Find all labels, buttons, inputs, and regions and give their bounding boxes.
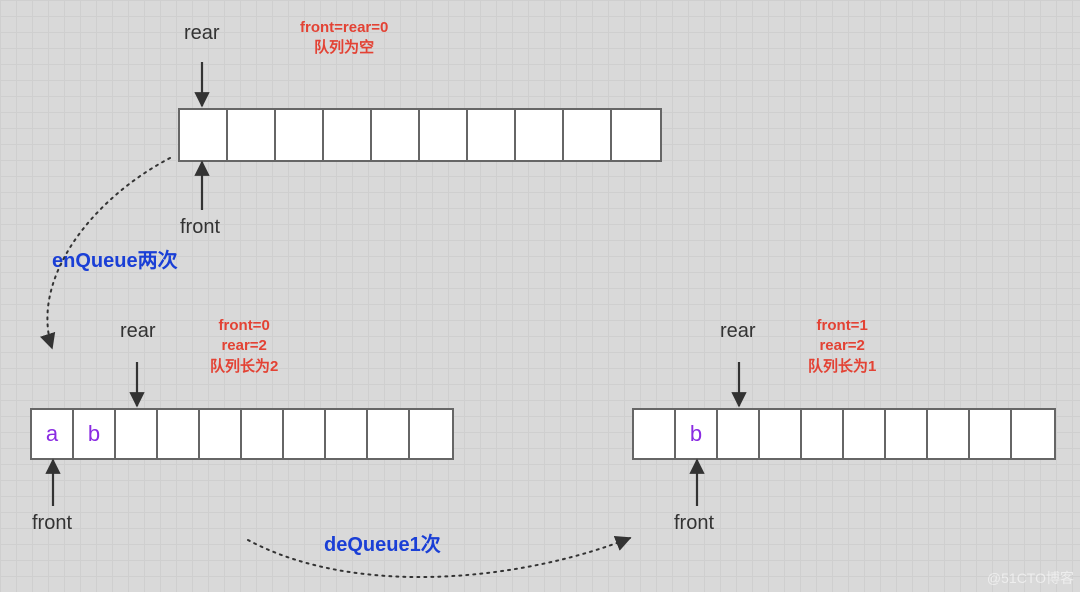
queue-cell — [368, 410, 410, 458]
queue-cell: b — [676, 410, 718, 458]
queue-cell — [886, 410, 928, 458]
queue-cell — [410, 410, 452, 458]
queue-top — [178, 108, 662, 162]
watermark: @51CTO博客 — [987, 568, 1074, 588]
queue-cell — [564, 110, 612, 160]
queue-cell — [802, 410, 844, 458]
queue-cell — [718, 410, 760, 458]
dequeue-label: deQueue1次 — [324, 528, 441, 557]
queue-cell — [372, 110, 420, 160]
queue-cell — [242, 410, 284, 458]
status-left: front=0 rear=2 队列长为2 — [210, 316, 278, 377]
queue-cell — [326, 410, 368, 458]
status-top: front=rear=0 队列为空 — [300, 18, 388, 59]
queue-cell — [970, 410, 1012, 458]
queue-right: b — [632, 408, 1056, 460]
queue-cell — [284, 410, 326, 458]
queue-cell — [760, 410, 802, 458]
rear-label-right: rear — [720, 320, 756, 343]
front-label-left: front — [32, 512, 72, 535]
front-label-top: front — [180, 216, 220, 239]
queue-cell — [158, 410, 200, 458]
enqueue-label: enQueue两次 — [52, 244, 178, 273]
queue-cell — [324, 110, 372, 160]
queue-cell — [634, 410, 676, 458]
queue-cell: b — [74, 410, 116, 458]
queue-cell — [200, 410, 242, 458]
queue-cell — [468, 110, 516, 160]
queue-cell: a — [32, 410, 74, 458]
grid-background — [0, 0, 1080, 592]
queue-cell — [516, 110, 564, 160]
queue-cell — [180, 110, 228, 160]
queue-left: ab — [30, 408, 454, 460]
queue-cell — [420, 110, 468, 160]
queue-cell — [612, 110, 660, 160]
rear-label-top: rear — [184, 22, 220, 45]
queue-cell — [228, 110, 276, 160]
queue-cell — [116, 410, 158, 458]
rear-label-left: rear — [120, 320, 156, 343]
queue-cell — [276, 110, 324, 160]
queue-cell — [1012, 410, 1054, 458]
status-right: front=1 rear=2 队列长为1 — [808, 316, 876, 377]
front-label-right: front — [674, 512, 714, 535]
queue-cell — [928, 410, 970, 458]
queue-cell — [844, 410, 886, 458]
